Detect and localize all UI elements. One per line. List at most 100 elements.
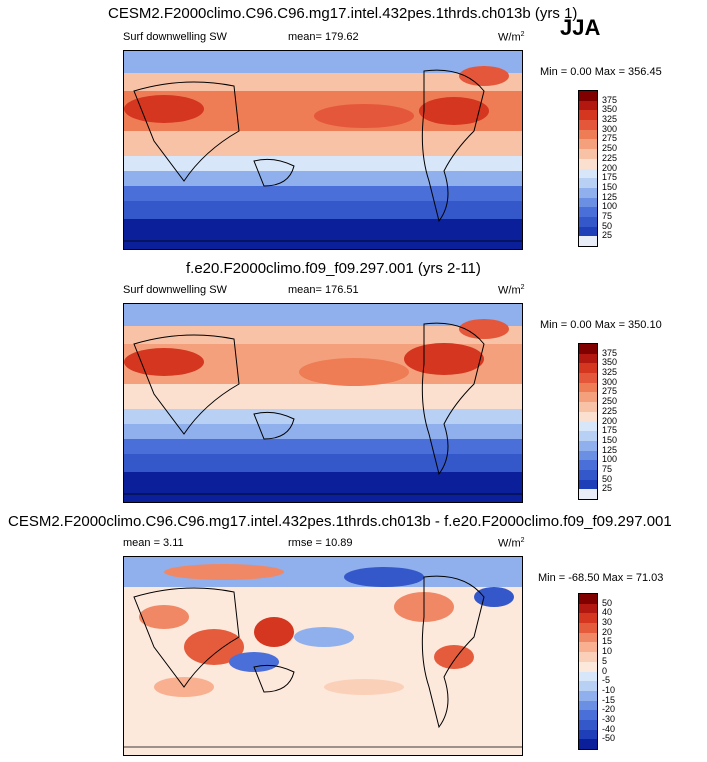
colorbar-tick-label: 0 [602,665,608,676]
colorbar-tick-label: 100 [602,201,618,212]
colorbar-tick-label: 15 [602,636,613,647]
colorbar-segment [579,411,597,422]
colorbar-tick-label: 5 [602,655,608,666]
colorbar-tick-label: 200 [602,162,618,173]
colorbar-segment [579,353,597,364]
colorbar-tick-label: 225 [602,152,618,163]
colorbar-segment [579,700,597,711]
panel3-minmax: Min = -68.50 Max = 71.03 [538,572,664,584]
colorbar-tick-label: 50 [602,473,613,484]
colorbar-tick-label: 350 [602,357,618,368]
colorbar-tick-label: -30 [602,713,616,724]
panel3-mean-label: mean = 3.11 [123,537,184,549]
colorbar-tick-label: 175 [602,172,618,183]
colorbar-segment [579,652,597,662]
colorbar-segment [579,594,597,604]
colorbar-segment [579,450,597,461]
colorbar-segment [579,392,597,403]
colorbar-tick-label: 30 [602,617,613,628]
colorbar-segment [579,197,597,208]
panel3-title: CESM2.F2000climo.C96.C96.mg17.intel.432p… [8,513,672,530]
panel3-map [123,556,523,756]
panel1-units: W/m2 [498,31,525,44]
panel1-colorbar [578,90,598,247]
colorbar-tick-label: 350 [602,104,618,115]
colorbar-segment [579,479,597,490]
colorbar-tick-label: -50 [602,733,616,744]
panel2-title: f.e20.F2000climo.f09_f09.297.001 (yrs 2-… [186,260,481,277]
colorbar-segment [579,719,597,730]
colorbar-tick-label: -5 [602,675,611,686]
colorbar-segment [579,671,597,682]
colorbar-segment [579,236,597,246]
colorbar-segment [579,120,597,130]
season-label: JJA [560,15,601,40]
colorbar-tick-label: 125 [602,444,618,455]
colorbar-tick-label: 175 [602,425,618,436]
colorbar-tick-label: 75 [602,210,613,221]
colorbar-segment [579,681,597,691]
colorbar-segment [579,216,597,227]
colorbar-segment [579,469,597,480]
colorbar-tick-label: 75 [602,463,613,474]
colorbar-tick-label: 150 [602,181,618,192]
colorbar-tick-label: 300 [602,123,618,134]
colorbar-tick-label: -40 [602,723,616,734]
colorbar-segment [579,149,597,159]
panel1-map [123,50,523,250]
colorbar-tick-label: 250 [602,143,618,154]
colorbar-tick-label: -20 [602,704,616,715]
colorbar-segment [579,187,597,198]
colorbar-segment [579,110,597,121]
colorbar-segment [579,489,597,499]
colorbar-tick-label: 150 [602,434,618,445]
colorbar-segment [579,440,597,451]
panel3-rmse-label: rmse = 10.89 [288,537,353,549]
colorbar-segment [579,603,597,614]
colorbar-segment [579,421,597,432]
colorbar-segment [579,178,597,188]
colorbar-segment [579,91,597,101]
panel2-variable-label: Surf downwelling SW [123,284,227,296]
colorbar-tick-label: -10 [602,684,616,695]
colorbar-segment [579,661,597,672]
panel2-colorbar [578,343,598,500]
colorbar-segment [579,729,597,740]
colorbar-tick-label: 100 [602,454,618,465]
colorbar-tick-label: 50 [602,597,613,608]
panel2-mean-label: mean= 176.51 [288,284,359,296]
colorbar-segment [579,739,597,749]
colorbar-segment [579,623,597,633]
colorbar-segment [579,642,597,653]
panel1-mean-label: mean= 179.62 [288,31,359,43]
panel2-minmax: Min = 0.00 Max = 350.10 [540,319,662,331]
colorbar-tick-label: 25 [602,230,613,241]
panel1-minmax: Min = 0.00 Max = 356.45 [540,66,662,78]
colorbar-segment [579,632,597,643]
colorbar-segment [579,363,597,374]
colorbar-tick-label: 375 [602,347,618,358]
colorbar-tick-label: 275 [602,386,618,397]
colorbar-tick-label: 25 [602,483,613,494]
panel1-variable-label: Surf downwelling SW [123,31,227,43]
colorbar-segment [579,710,597,720]
colorbar-segment [579,168,597,179]
colorbar-tick-label: 325 [602,367,618,378]
colorbar-segment [579,382,597,393]
colorbar-segment [579,373,597,383]
colorbar-segment [579,613,597,624]
panel3-units: W/m2 [498,537,525,550]
colorbar-tick-label: 375 [602,94,618,105]
panel2-units: W/m2 [498,284,525,297]
panel2-map [123,303,523,503]
colorbar-tick-label: 20 [602,626,613,637]
colorbar-tick-label: 200 [602,415,618,426]
colorbar-tick-label: 125 [602,191,618,202]
colorbar-segment [579,460,597,470]
colorbar-tick-label: 40 [602,607,613,618]
colorbar-tick-label: 50 [602,220,613,231]
colorbar-tick-label: 225 [602,405,618,416]
colorbar-tick-label: 250 [602,396,618,407]
panel1-title: CESM2.F2000climo.C96.C96.mg17.intel.432p… [108,5,578,22]
colorbar-segment [579,344,597,354]
